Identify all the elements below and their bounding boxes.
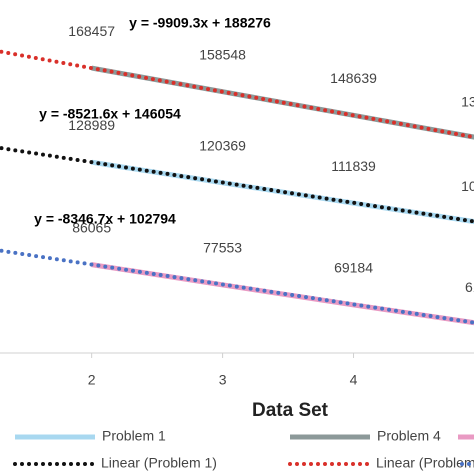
trend-equation: y = -8346.7x + 102794 bbox=[34, 211, 176, 227]
legend-label: Problem 1 bbox=[102, 428, 166, 444]
series-line bbox=[91, 65, 474, 140]
trend-line bbox=[0, 49, 474, 140]
data-label: 103446 bbox=[461, 178, 474, 194]
legend-label: Problem 4 bbox=[377, 428, 441, 444]
x-axis-title: Data Set bbox=[252, 400, 329, 421]
x-tick-label: 3 bbox=[219, 372, 227, 388]
data-label: 168457 bbox=[68, 23, 115, 39]
data-label: 158548 bbox=[199, 46, 246, 62]
data-label: 86065 bbox=[72, 219, 111, 235]
trend-equation: y = -8521.6x + 146054 bbox=[39, 106, 181, 122]
trend-line bbox=[0, 145, 474, 224]
x-tick-label: 2 bbox=[88, 372, 96, 388]
series-line bbox=[91, 262, 474, 326]
data-label: 111839 bbox=[331, 158, 376, 174]
data-label: 120369 bbox=[199, 137, 246, 153]
data-label: 61059 bbox=[465, 279, 474, 295]
trend-line bbox=[0, 248, 474, 325]
data-label: 138731 bbox=[461, 94, 474, 110]
legend-label: Linear (Problem 1) bbox=[101, 455, 217, 471]
data-label: 148639 bbox=[330, 70, 377, 86]
x-tick-label: 4 bbox=[350, 372, 358, 388]
data-label: 77553 bbox=[203, 240, 242, 256]
trend-equation: y = -9909.3x + 188276 bbox=[129, 15, 271, 31]
legend-label: Linear (Problem 4) bbox=[376, 455, 474, 471]
data-label: 69184 bbox=[334, 260, 373, 276]
series-line bbox=[91, 159, 474, 225]
data-label: 128989 bbox=[68, 117, 115, 133]
